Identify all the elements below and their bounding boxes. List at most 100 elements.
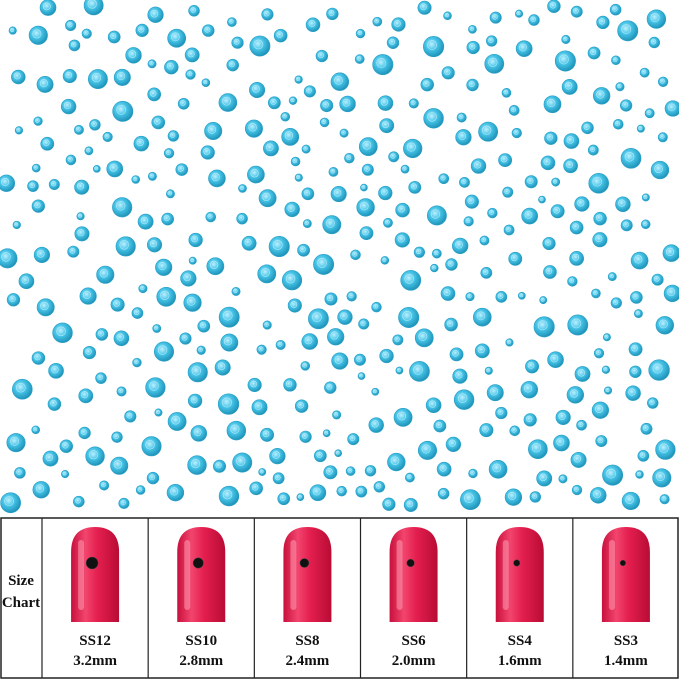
rhinestone-facet — [204, 26, 211, 33]
rhinestone — [371, 387, 380, 396]
rhinestone-facet — [578, 421, 584, 427]
rhinestone — [570, 5, 583, 18]
rhinestone — [430, 263, 439, 273]
rhinestone-facet — [543, 158, 551, 166]
rhinestone — [287, 298, 302, 313]
rhinestone-facet — [488, 57, 498, 67]
rhinestone-facet — [667, 103, 676, 112]
rhinestone-facet — [617, 83, 622, 89]
rhinestone — [358, 137, 378, 156]
rhinestone-facet — [606, 468, 616, 479]
rhinestone — [156, 286, 177, 307]
rhinestone — [339, 128, 349, 138]
rhinestone-facet — [477, 346, 485, 354]
rhinestone-facet — [32, 29, 42, 39]
rhinestone — [528, 439, 548, 460]
rhinestone-facet — [553, 206, 560, 214]
rhinestone-facet — [504, 188, 510, 195]
rhinestone — [115, 236, 136, 257]
rhinestone-facet — [97, 330, 104, 337]
rhinestone — [165, 189, 175, 199]
rhinestone-facet — [303, 146, 308, 151]
rhinestone — [468, 468, 478, 479]
rhinestone-facet — [89, 450, 99, 460]
rhinestone — [147, 87, 162, 102]
size-code: SS10 — [185, 633, 217, 649]
rhinestone-facet — [13, 72, 21, 80]
rhinestone — [488, 460, 508, 479]
rhinestone-facet — [563, 36, 568, 42]
rhinestone — [322, 215, 342, 235]
rhinestone-facet — [116, 104, 127, 115]
rhinestone — [346, 291, 357, 302]
rhinestone-facet — [145, 440, 155, 450]
rhinestone-facet — [302, 362, 307, 368]
rhinestone-facet — [612, 57, 618, 62]
rhinestone-facet — [85, 348, 92, 355]
rhinestone — [543, 265, 557, 279]
rhinestone — [110, 297, 125, 312]
rhinestone — [655, 439, 676, 460]
rhinestone — [569, 220, 584, 235]
rhinestone — [301, 333, 318, 350]
rhinestone — [249, 35, 271, 57]
rhinestone — [400, 269, 422, 291]
rhinestone — [137, 213, 154, 230]
rhinestone — [339, 95, 356, 113]
rhinestone-facet — [571, 318, 582, 329]
rhinestone — [324, 292, 338, 306]
rhinestone-facet — [233, 288, 238, 293]
rhinestone — [587, 46, 601, 60]
rhinestone — [403, 498, 418, 512]
rhinestone — [68, 39, 81, 52]
rhinestone — [175, 163, 189, 176]
rhinestone — [272, 472, 285, 485]
rhinestone-facet — [326, 294, 334, 302]
rhinestone-facet — [211, 173, 220, 182]
rhinestone — [455, 129, 472, 146]
rhinestone-facet — [312, 487, 321, 496]
rhinestone-facet — [530, 16, 536, 22]
rhinestone — [525, 359, 539, 374]
rhinestone-facet — [312, 312, 322, 323]
rhinestone — [391, 17, 406, 32]
rhinestone — [231, 36, 244, 49]
rhinestone-facet — [642, 425, 649, 431]
rhinestone — [106, 160, 124, 178]
rhinestone — [610, 297, 622, 309]
rhinestone — [96, 265, 115, 284]
rhinestone-facet — [357, 30, 363, 36]
rhinestone-facet — [252, 85, 260, 93]
rhinestone-facet — [382, 121, 390, 129]
rhinestone — [478, 121, 499, 142]
rhinestone-facet — [223, 337, 233, 346]
nail-shine — [608, 540, 615, 610]
rhinestone-facet — [16, 382, 26, 393]
rhinestone — [18, 273, 35, 290]
rhinestone — [187, 393, 203, 408]
rhinestone-facet — [104, 133, 110, 139]
rhinestone-facet — [290, 98, 295, 103]
rhinestone — [146, 237, 163, 253]
rhinestone-facet — [303, 189, 311, 196]
rhinestone — [330, 72, 350, 91]
rhinestone — [426, 205, 447, 226]
rhinestone-facet — [468, 81, 475, 88]
rhinestone-facet — [272, 451, 281, 459]
rhinestone-facet — [592, 176, 602, 187]
rhinestone-facet — [203, 80, 208, 85]
rhinestone — [262, 320, 272, 330]
rhinestone — [404, 472, 415, 483]
rhinestone — [628, 342, 643, 357]
rhinestone — [205, 211, 217, 223]
rhinestone-facet — [29, 182, 35, 189]
rhinestone-facet — [317, 258, 327, 268]
rhinestone-facet — [81, 391, 89, 399]
rhinestone — [417, 0, 432, 15]
rhinestone — [551, 177, 561, 187]
rhinestone-facet — [253, 39, 264, 50]
rhinestone-facet — [285, 380, 293, 388]
rhinestone — [453, 389, 475, 410]
rhinestone-facet — [56, 326, 66, 337]
